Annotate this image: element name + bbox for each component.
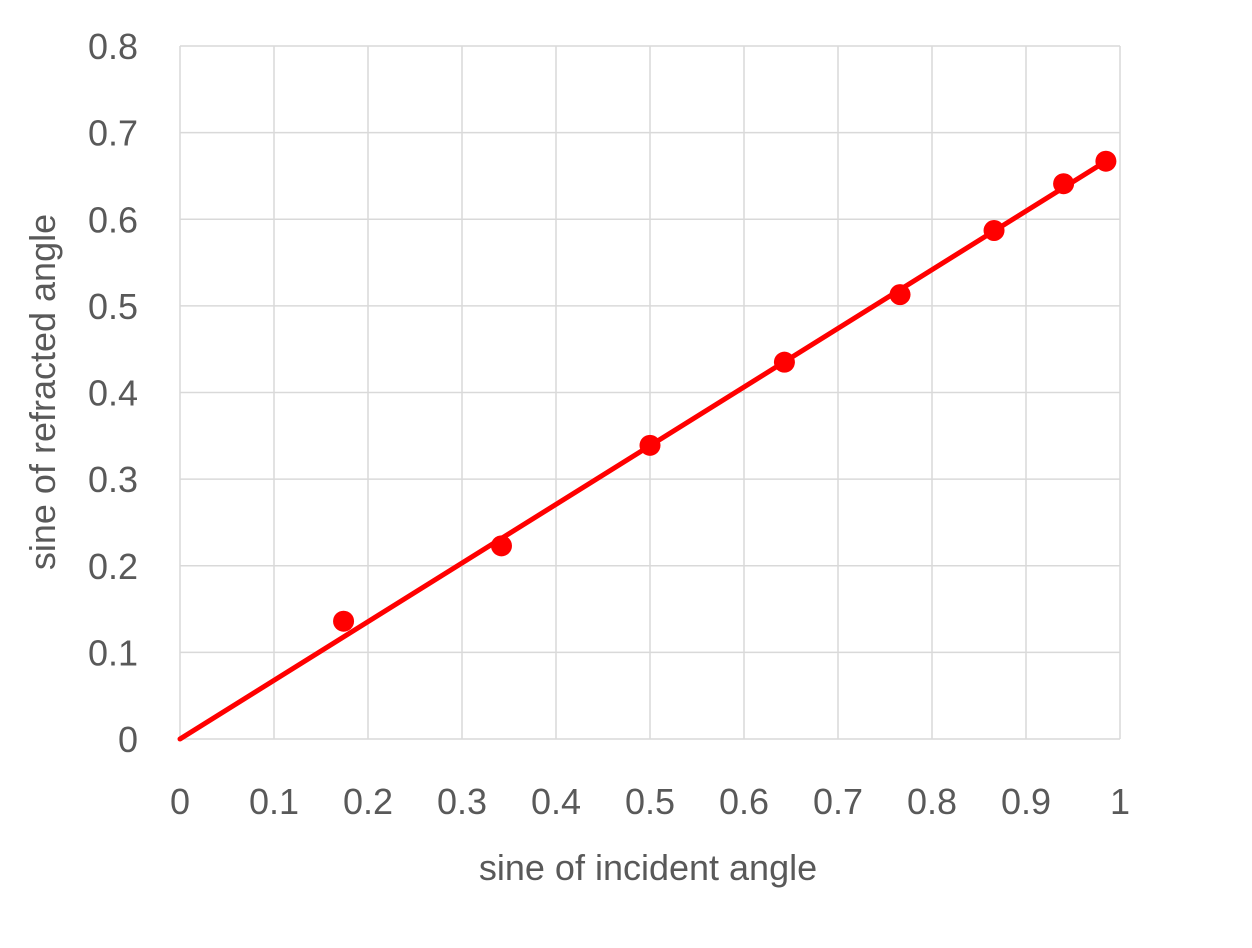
data-point [773, 351, 795, 373]
y-tick-label: 0.4 [88, 373, 138, 414]
x-axis-title: sine of incident angle [479, 847, 817, 888]
x-tick-label: 1 [1110, 781, 1130, 822]
x-tick-label: 0 [170, 781, 190, 822]
x-tick-label: 0.4 [531, 781, 581, 822]
x-tick-label: 0.8 [907, 781, 957, 822]
y-tick-label: 0.5 [88, 286, 138, 327]
data-point [889, 284, 911, 306]
y-tick-label: 0 [118, 719, 138, 760]
y-tick-label: 0.2 [88, 546, 138, 587]
data-point [1095, 150, 1117, 172]
data-point [983, 220, 1005, 242]
data-point [333, 610, 355, 632]
grid [179, 45, 1121, 740]
x-tick-label: 0.2 [343, 781, 393, 822]
x-tick-label: 0.9 [1001, 781, 1051, 822]
x-axis-ticks: 0 0.1 0.2 0.3 0.4 0.5 0.6 0.7 0.8 0.9 1 [170, 781, 1130, 822]
x-tick-label: 0.1 [249, 781, 299, 822]
y-tick-label: 0.6 [88, 199, 138, 240]
data-points [333, 150, 1117, 632]
x-tick-label: 0.3 [437, 781, 487, 822]
data-point [490, 535, 512, 557]
data-point [1053, 173, 1075, 195]
x-tick-label: 0.5 [625, 781, 675, 822]
data-point [639, 434, 661, 456]
y-tick-label: 0.1 [88, 632, 138, 673]
y-tick-label: 0.8 [88, 26, 138, 67]
x-tick-label: 0.6 [719, 781, 769, 822]
y-axis-ticks: 0 0.1 0.2 0.3 0.4 0.5 0.6 0.7 0.8 [88, 26, 138, 760]
y-tick-label: 0.3 [88, 459, 138, 500]
y-tick-label: 0.7 [88, 113, 138, 154]
y-axis-title: sine of refracted angle [22, 214, 63, 570]
x-tick-label: 0.7 [813, 781, 863, 822]
